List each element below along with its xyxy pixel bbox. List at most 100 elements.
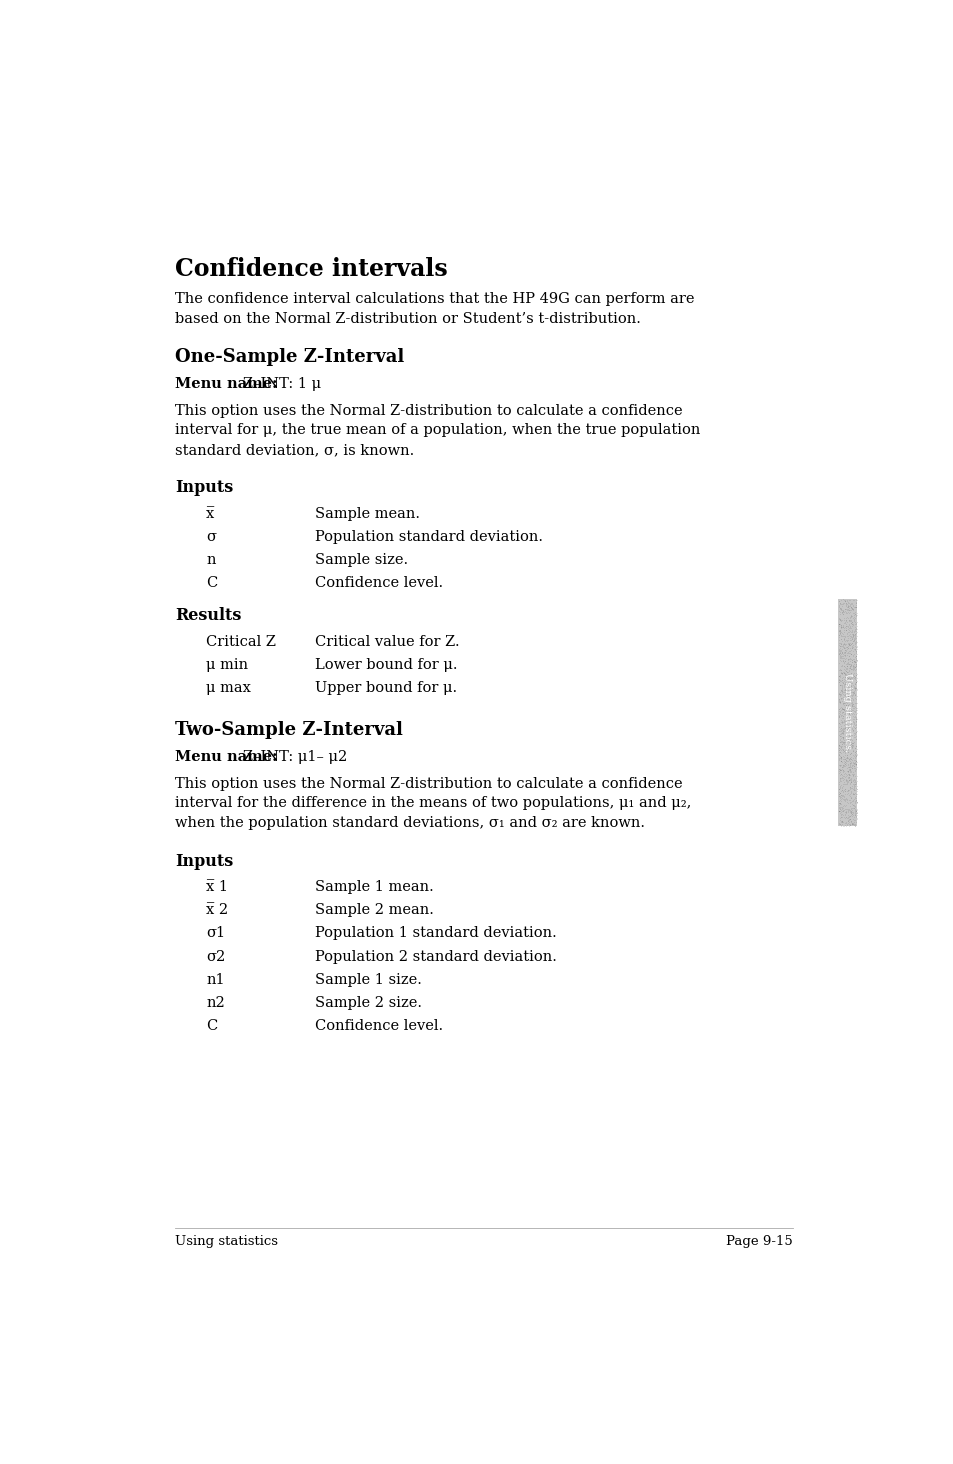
Point bbox=[835, 798, 850, 821]
Point bbox=[841, 760, 857, 783]
Point bbox=[839, 722, 854, 745]
Point bbox=[846, 650, 862, 673]
Point bbox=[844, 761, 860, 785]
Point bbox=[842, 666, 858, 690]
Point bbox=[841, 722, 857, 745]
Point bbox=[844, 681, 860, 704]
Point bbox=[832, 597, 847, 621]
Point bbox=[841, 735, 857, 758]
Point bbox=[833, 660, 848, 684]
Point bbox=[830, 641, 845, 665]
Point bbox=[842, 732, 858, 755]
Point bbox=[844, 694, 860, 717]
Point bbox=[838, 635, 853, 659]
Point bbox=[830, 799, 845, 823]
Point bbox=[841, 659, 856, 682]
Point bbox=[842, 712, 858, 735]
Point bbox=[832, 801, 847, 824]
Point bbox=[834, 795, 849, 818]
Point bbox=[842, 675, 858, 698]
Point bbox=[839, 647, 854, 671]
Point bbox=[841, 704, 857, 728]
Point bbox=[833, 779, 848, 802]
Point bbox=[838, 801, 853, 824]
Point bbox=[844, 796, 860, 820]
Point bbox=[848, 615, 863, 638]
Point bbox=[848, 666, 863, 690]
Point bbox=[845, 651, 861, 675]
Point bbox=[848, 678, 863, 701]
Point bbox=[834, 720, 849, 744]
Point bbox=[846, 684, 862, 707]
Point bbox=[844, 624, 860, 647]
Text: n2: n2 bbox=[206, 996, 225, 1010]
Point bbox=[847, 619, 862, 643]
Point bbox=[837, 589, 852, 612]
Point bbox=[841, 772, 857, 795]
Point bbox=[839, 757, 854, 780]
Point bbox=[845, 621, 861, 644]
Point bbox=[844, 692, 860, 716]
Point bbox=[835, 643, 850, 666]
Text: Confidence level.: Confidence level. bbox=[314, 1019, 442, 1032]
Point bbox=[838, 802, 853, 826]
Point bbox=[847, 739, 862, 763]
Point bbox=[839, 594, 854, 618]
Point bbox=[839, 606, 854, 630]
Point bbox=[831, 798, 846, 821]
Point bbox=[840, 716, 855, 739]
Point bbox=[833, 644, 848, 668]
Point bbox=[842, 799, 858, 823]
Point bbox=[834, 697, 849, 720]
Point bbox=[833, 745, 848, 769]
Point bbox=[835, 635, 850, 659]
Point bbox=[830, 631, 845, 654]
Point bbox=[842, 688, 858, 712]
Point bbox=[837, 709, 852, 732]
Point bbox=[833, 638, 848, 662]
Point bbox=[835, 698, 850, 722]
Text: Lower bound for μ.: Lower bound for μ. bbox=[314, 659, 456, 672]
Point bbox=[834, 687, 849, 710]
Point bbox=[835, 789, 850, 813]
Point bbox=[836, 793, 851, 817]
Point bbox=[838, 707, 853, 731]
Point bbox=[846, 654, 862, 678]
Point bbox=[832, 713, 847, 736]
Point bbox=[831, 741, 846, 764]
Point bbox=[841, 632, 856, 656]
Point bbox=[845, 783, 861, 807]
Point bbox=[833, 810, 848, 833]
Point bbox=[835, 767, 850, 791]
Point bbox=[839, 624, 854, 647]
Point bbox=[838, 606, 853, 630]
Point bbox=[841, 757, 857, 780]
Point bbox=[847, 789, 862, 813]
Point bbox=[847, 589, 862, 612]
Point bbox=[837, 748, 852, 772]
Point bbox=[841, 703, 857, 726]
Point bbox=[837, 810, 852, 833]
Point bbox=[838, 628, 853, 651]
Point bbox=[844, 594, 860, 618]
Point bbox=[833, 599, 848, 622]
Point bbox=[841, 632, 856, 656]
Point bbox=[835, 646, 850, 669]
Point bbox=[834, 649, 849, 672]
Point bbox=[837, 729, 852, 752]
Point bbox=[838, 644, 853, 668]
Point bbox=[847, 742, 862, 766]
Point bbox=[841, 767, 856, 791]
Point bbox=[847, 742, 862, 766]
Point bbox=[837, 701, 852, 725]
Point bbox=[837, 751, 852, 774]
Point bbox=[841, 654, 857, 678]
Point bbox=[843, 813, 859, 836]
Point bbox=[838, 591, 853, 615]
Point bbox=[847, 752, 862, 776]
Point bbox=[842, 741, 858, 764]
Point bbox=[845, 657, 861, 681]
Point bbox=[838, 805, 853, 829]
Point bbox=[834, 751, 849, 774]
Point bbox=[836, 612, 851, 635]
